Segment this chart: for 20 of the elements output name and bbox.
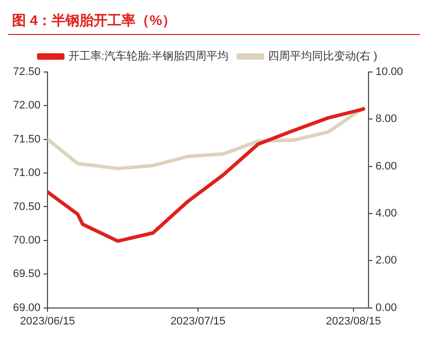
y-tick-label: 70.00 xyxy=(12,234,41,246)
y-tick-label: 69.50 xyxy=(12,268,41,280)
y2-tick-label: 10.00 xyxy=(375,66,404,78)
y2-tick-label: 6.00 xyxy=(375,160,397,172)
y-tick-label: 70.50 xyxy=(12,200,41,213)
y2-tick-label: 2.00 xyxy=(375,254,397,267)
y-tick-label: 71.50 xyxy=(12,133,41,146)
x-tick-label: 2023/08/15 xyxy=(326,315,381,328)
y-tick-label: 72.00 xyxy=(12,100,41,112)
y-tick-label: 69.00 xyxy=(12,302,41,314)
legend-label: 四周平均同比变动(右 ) xyxy=(268,50,378,63)
y2-tick-label: 0.00 xyxy=(375,302,397,314)
x-tick-label: 2023/06/15 xyxy=(20,315,76,328)
y2-tick-label: 8.00 xyxy=(375,113,397,126)
y2-tick-label: 4.00 xyxy=(375,208,397,220)
y-tick-label: 71.00 xyxy=(12,167,41,180)
x-tick-label: 2023/07/15 xyxy=(170,315,226,328)
chart-title: 图 4：半钢胎开工率（%） xyxy=(8,8,420,35)
y-tick-label: 72.50 xyxy=(12,66,41,78)
legend-label: 开工率:汽车轮胎:半钢胎四周平均 xyxy=(68,50,228,63)
